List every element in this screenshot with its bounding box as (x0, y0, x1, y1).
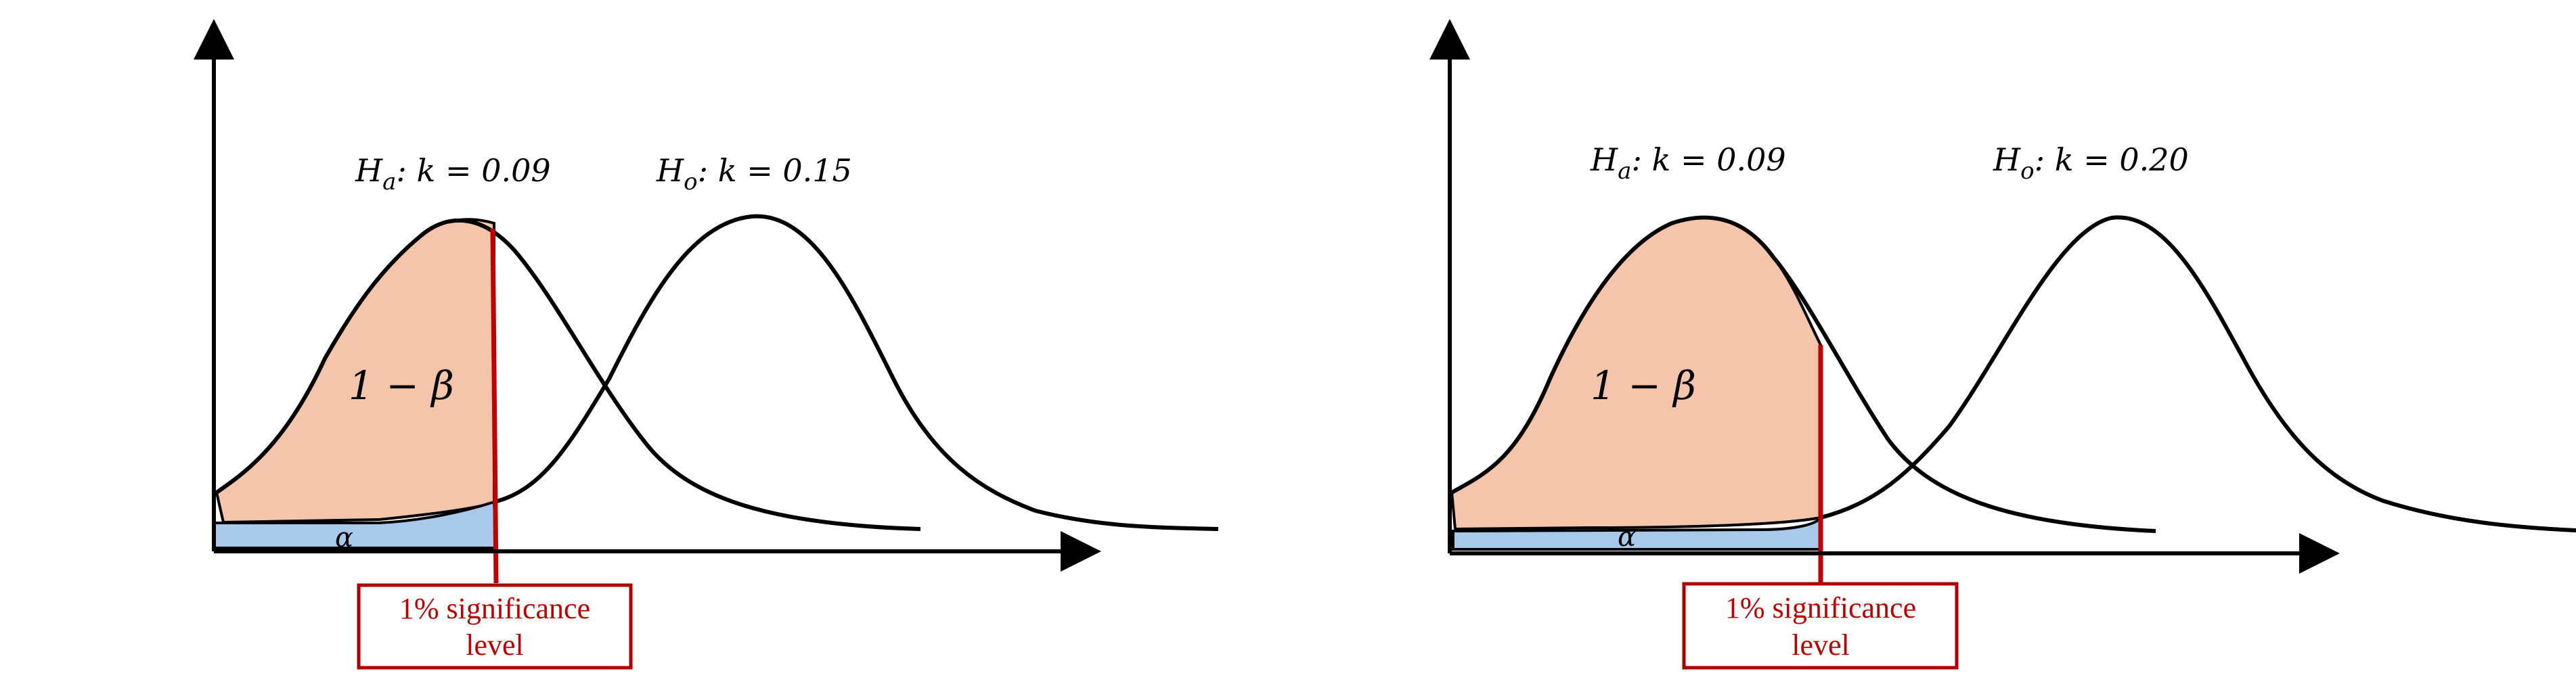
ha-label: Ha: k = 0.09 (355, 152, 551, 196)
ha-curve (1450, 215, 2156, 533)
ho-label: Ho: k = 0.20 (1993, 141, 2189, 185)
power-label: 1 − β (349, 363, 454, 409)
panel-left: Ha: k = 0.09 Ho: k = 0.15 1 − β α 1% sig… (194, 19, 1219, 670)
alpha-label: α (335, 522, 353, 553)
significance-box (357, 583, 633, 670)
ha-label: Ha: k = 0.09 (1590, 141, 1786, 185)
ho-curve (493, 214, 1219, 531)
significance-text-line2: level (466, 628, 524, 662)
ho-label: Ho: k = 0.15 (656, 152, 852, 196)
critical-value-line (490, 228, 499, 584)
panel-right: Ha: k = 0.09 Ho: k = 0.20 1 − β α 1% sig… (1429, 19, 2576, 670)
alpha-label: α (1618, 522, 1636, 553)
significance-text-line2: level (1792, 628, 1850, 662)
significance-box (1682, 582, 1959, 670)
significance-text-line1: 1% significance (399, 592, 590, 625)
ho-curve (1820, 215, 2576, 532)
power-label: 1 − β (1591, 363, 1696, 409)
significance-text-line1: 1% significance (1725, 591, 1916, 624)
